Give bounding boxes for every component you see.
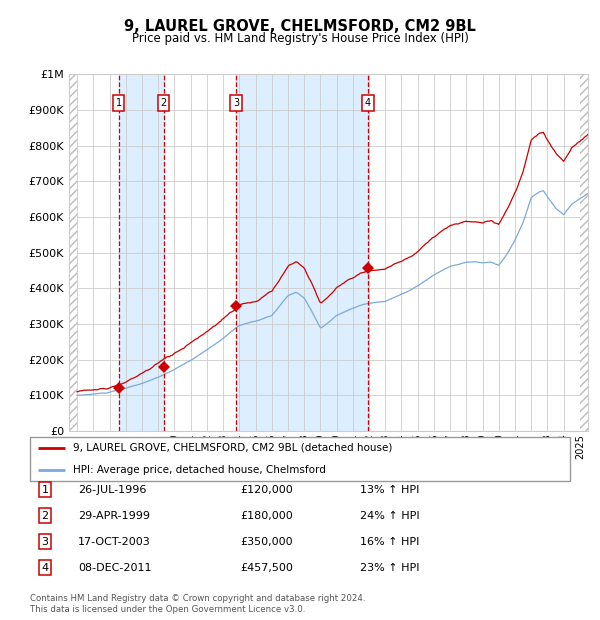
Text: HPI: Average price, detached house, Chelmsford: HPI: Average price, detached house, Chel… — [73, 464, 326, 475]
Text: 23% ↑ HPI: 23% ↑ HPI — [360, 563, 419, 573]
Bar — [69, 74, 77, 431]
Text: Contains HM Land Registry data © Crown copyright and database right 2024.: Contains HM Land Registry data © Crown c… — [30, 593, 365, 603]
Text: £180,000: £180,000 — [240, 511, 293, 521]
Text: 9, LAUREL GROVE, CHELMSFORD, CM2 9BL: 9, LAUREL GROVE, CHELMSFORD, CM2 9BL — [124, 19, 476, 33]
Text: 4: 4 — [365, 98, 371, 108]
Text: This data is licensed under the Open Government Licence v3.0.: This data is licensed under the Open Gov… — [30, 604, 305, 614]
Text: 1: 1 — [116, 98, 122, 108]
Text: 4: 4 — [41, 563, 49, 573]
Bar — [119, 74, 164, 431]
Text: 08-DEC-2011: 08-DEC-2011 — [78, 563, 151, 573]
Text: 16% ↑ HPI: 16% ↑ HPI — [360, 537, 419, 547]
Text: 3: 3 — [233, 98, 239, 108]
Text: 1: 1 — [41, 485, 49, 495]
Text: 3: 3 — [41, 537, 49, 547]
Text: 17-OCT-2003: 17-OCT-2003 — [78, 537, 151, 547]
FancyBboxPatch shape — [30, 437, 570, 480]
Text: £350,000: £350,000 — [240, 537, 293, 547]
Text: 29-APR-1999: 29-APR-1999 — [78, 511, 150, 521]
Bar — [580, 74, 588, 431]
Text: 24% ↑ HPI: 24% ↑ HPI — [360, 511, 419, 521]
Text: £120,000: £120,000 — [240, 485, 293, 495]
Text: 13% ↑ HPI: 13% ↑ HPI — [360, 485, 419, 495]
Text: 2: 2 — [160, 98, 167, 108]
Text: 9, LAUREL GROVE, CHELMSFORD, CM2 9BL (detached house): 9, LAUREL GROVE, CHELMSFORD, CM2 9BL (de… — [73, 443, 392, 453]
Text: Price paid vs. HM Land Registry's House Price Index (HPI): Price paid vs. HM Land Registry's House … — [131, 32, 469, 45]
Text: £457,500: £457,500 — [240, 563, 293, 573]
Text: 2: 2 — [41, 511, 49, 521]
Bar — [236, 74, 368, 431]
Text: 26-JUL-1996: 26-JUL-1996 — [78, 485, 146, 495]
